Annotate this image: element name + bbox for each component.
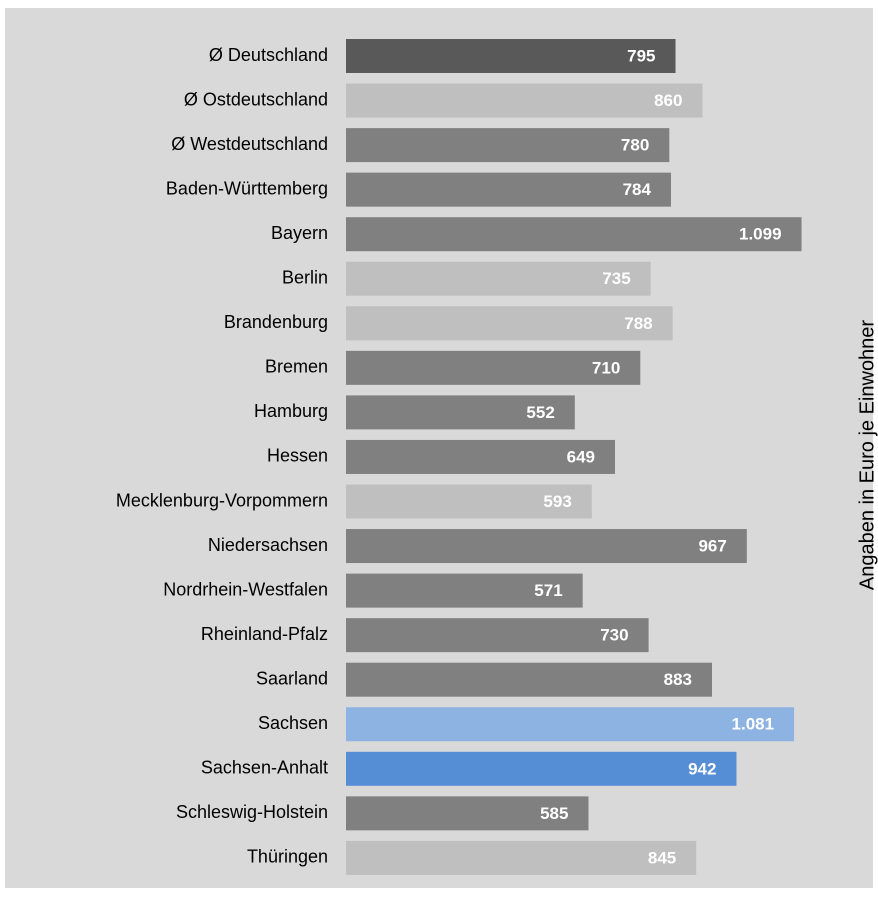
value-label: 1.081 (732, 715, 775, 734)
value-label: 571 (534, 581, 562, 600)
value-label: 942 (688, 759, 716, 778)
value-label: 883 (664, 670, 692, 689)
value-label: 585 (540, 804, 568, 823)
bar (346, 172, 671, 207)
category-label: Bayern (271, 223, 328, 243)
axis-label: Angaben in Euro je Einwohner (856, 320, 878, 591)
category-label: Brandenburg (224, 312, 328, 332)
bar (346, 395, 575, 430)
bar (346, 840, 697, 875)
category-label: Saarland (256, 668, 328, 688)
bar (346, 439, 616, 474)
bar (346, 662, 713, 697)
category-label: Bremen (265, 357, 328, 377)
category-label: Ø Ostdeutschland (184, 89, 328, 109)
bar (346, 484, 592, 519)
value-label: 735 (602, 269, 630, 288)
value-label: 649 (567, 447, 595, 466)
bar (346, 796, 589, 831)
value-label: 710 (592, 358, 620, 377)
category-label: Thüringen (247, 847, 328, 867)
bar (346, 39, 676, 73)
bar (346, 573, 583, 608)
category-label: Sachsen (258, 713, 328, 733)
value-label: 788 (624, 314, 652, 333)
category-label: Hamburg (254, 401, 328, 421)
category-label: Niedersachsen (208, 535, 328, 555)
category-label: Rheinland-Pfalz (201, 624, 328, 644)
bar (346, 618, 649, 653)
bar (346, 217, 802, 252)
value-label: 860 (654, 91, 682, 110)
category-label: Hessen (267, 446, 328, 466)
bar (346, 751, 737, 786)
category-label: Mecklenburg-Vorpommern (116, 490, 328, 510)
category-label: Baden-Württemberg (166, 178, 328, 198)
category-label: Berlin (282, 268, 328, 288)
value-label: 1.099 (739, 225, 782, 244)
value-label: 784 (623, 180, 652, 199)
category-label: Ø Westdeutschland (171, 134, 328, 154)
bar (346, 83, 703, 118)
bar (346, 529, 747, 564)
category-label: Nordrhein-Westfalen (163, 579, 328, 599)
category-label: Schleswig-Holstein (176, 802, 328, 822)
bar (346, 350, 641, 385)
category-label: Sachsen-Anhalt (201, 758, 328, 778)
bar (346, 128, 670, 163)
value-label: 967 (698, 537, 726, 556)
value-label: 552 (526, 403, 554, 422)
value-label: 730 (600, 626, 628, 645)
bar (346, 306, 673, 341)
bar (346, 707, 795, 742)
value-label: 795 (627, 46, 655, 65)
bar (346, 261, 651, 296)
value-label: 593 (543, 492, 571, 511)
value-label: 845 (648, 848, 676, 867)
category-label: Ø Deutschland (209, 45, 328, 65)
value-label: 780 (621, 136, 649, 155)
